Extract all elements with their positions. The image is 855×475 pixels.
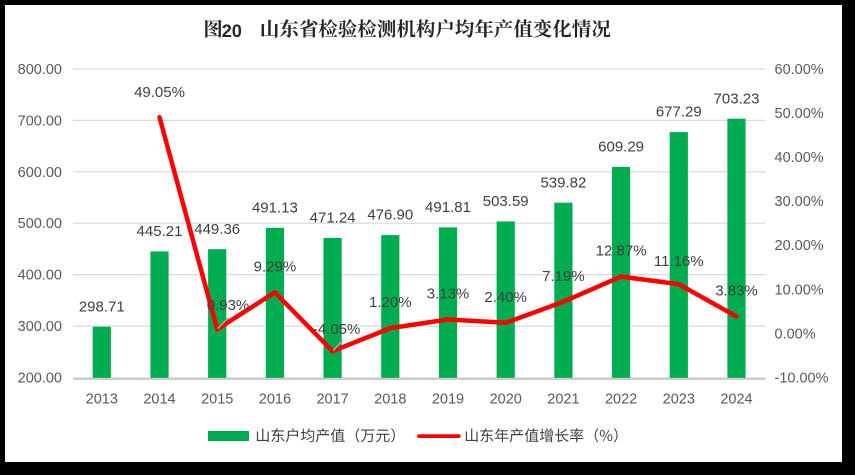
svg-text:800.00: 800.00: [18, 62, 62, 78]
svg-text:200.00: 200.00: [18, 370, 62, 386]
svg-text:20.00%: 20.00%: [775, 238, 824, 254]
svg-text:12.87%: 12.87%: [596, 243, 647, 260]
svg-text:400.00: 400.00: [18, 268, 62, 284]
svg-text:60.00%: 60.00%: [775, 62, 824, 78]
svg-text:609.29: 609.29: [598, 139, 644, 156]
svg-text:703.23: 703.23: [714, 90, 760, 107]
svg-text:1.20%: 1.20%: [369, 294, 412, 311]
svg-text:539.82: 539.82: [540, 174, 586, 191]
svg-text:49.05%: 49.05%: [134, 84, 185, 101]
svg-text:3.83%: 3.83%: [715, 283, 758, 300]
svg-text:2.40%: 2.40%: [484, 289, 527, 306]
svg-text:2015: 2015: [201, 392, 233, 408]
svg-text:2018: 2018: [374, 392, 406, 408]
svg-text:298.71: 298.71: [79, 298, 125, 315]
svg-text:2022: 2022: [605, 392, 637, 408]
svg-text:2021: 2021: [547, 392, 579, 408]
svg-text:300.00: 300.00: [18, 319, 62, 335]
svg-text:11.16%: 11.16%: [654, 253, 704, 270]
svg-text:491.81: 491.81: [425, 199, 471, 216]
svg-text:7.19%: 7.19%: [542, 268, 585, 285]
svg-text:677.29: 677.29: [656, 104, 702, 121]
svg-text:449.36: 449.36: [194, 221, 240, 238]
svg-text:700.00: 700.00: [18, 113, 62, 129]
svg-text:-4.05%: -4.05%: [313, 321, 361, 338]
svg-text:9.29%: 9.29%: [254, 259, 297, 276]
svg-text:0.93%: 0.93%: [207, 297, 250, 314]
svg-text:40.00%: 40.00%: [775, 150, 824, 166]
svg-text:2019: 2019: [432, 392, 464, 408]
svg-text:491.13: 491.13: [252, 199, 298, 216]
svg-text:600.00: 600.00: [18, 165, 62, 181]
svg-text:503.59: 503.59: [483, 193, 529, 210]
svg-text:2016: 2016: [259, 392, 291, 408]
svg-text:-10.00%: -10.00%: [775, 370, 829, 386]
svg-text:476.90: 476.90: [367, 207, 413, 224]
svg-text:445.21: 445.21: [137, 223, 183, 240]
svg-text:30.00%: 30.00%: [775, 194, 824, 210]
svg-text:3.13%: 3.13%: [427, 286, 470, 303]
svg-text:2017: 2017: [316, 392, 348, 408]
svg-text:2023: 2023: [663, 392, 695, 408]
svg-text:50.00%: 50.00%: [775, 106, 824, 122]
svg-text:500.00: 500.00: [18, 216, 62, 232]
svg-text:471.24: 471.24: [310, 210, 356, 227]
svg-text:2014: 2014: [143, 392, 175, 408]
svg-text:2013: 2013: [86, 392, 118, 408]
svg-text:2024: 2024: [720, 392, 752, 408]
svg-text:0.00%: 0.00%: [775, 326, 816, 342]
svg-text:2020: 2020: [490, 392, 522, 408]
svg-text:10.00%: 10.00%: [775, 282, 824, 298]
